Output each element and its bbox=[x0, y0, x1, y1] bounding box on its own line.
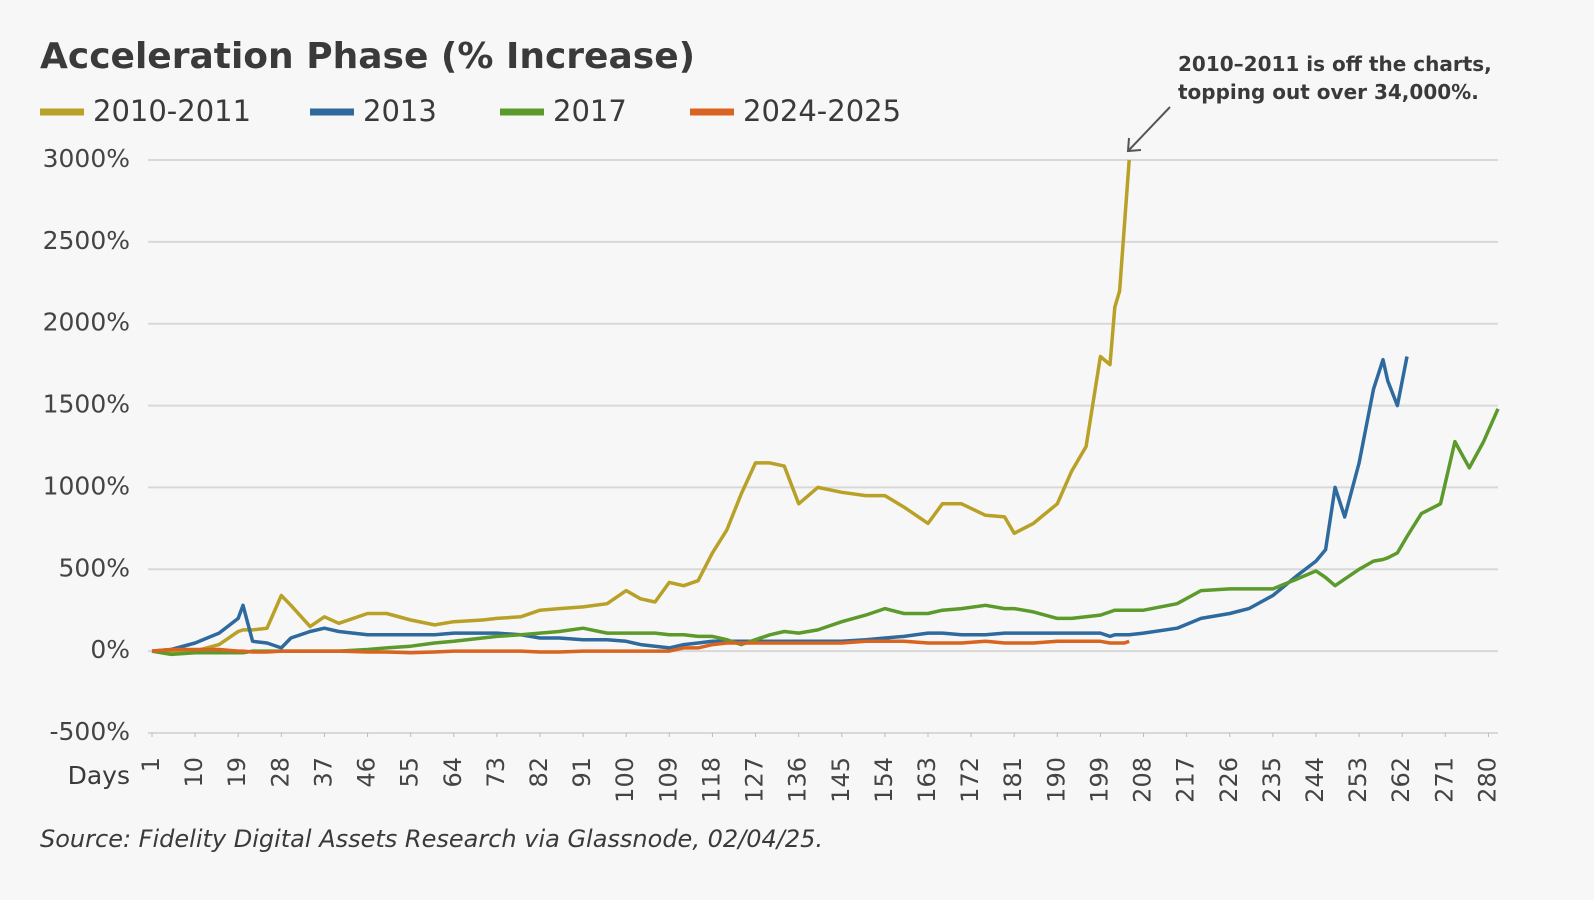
x-tick-label: 262 bbox=[1387, 757, 1415, 803]
x-tick-label: 226 bbox=[1215, 757, 1243, 803]
chart-title: Acceleration Phase (% Increase) bbox=[40, 36, 695, 77]
y-tick-label: 3000% bbox=[43, 144, 130, 173]
x-tick-label: 73 bbox=[482, 757, 510, 788]
x-tick-label: 172 bbox=[956, 757, 984, 803]
y-tick-label: 0% bbox=[90, 635, 130, 664]
y-tick-label: 500% bbox=[59, 553, 130, 582]
x-tick-label: 100 bbox=[611, 757, 639, 803]
x-tick-label: 1 bbox=[137, 757, 165, 772]
x-tick-label: 253 bbox=[1344, 757, 1372, 803]
x-tick-label: 163 bbox=[913, 757, 941, 803]
y-tick-label: 1500% bbox=[43, 390, 130, 419]
legend-label: 2017 bbox=[553, 94, 627, 128]
x-tick-label: 208 bbox=[1129, 757, 1157, 803]
annotation-arrowhead bbox=[1126, 137, 1142, 153]
y-tick-label: -500% bbox=[50, 717, 131, 746]
x-tick-label: 118 bbox=[697, 757, 725, 803]
x-tick-label: 37 bbox=[309, 757, 337, 788]
x-tick-label: 181 bbox=[999, 757, 1027, 803]
x-tick-label: 28 bbox=[266, 757, 294, 788]
x-tick-label: 145 bbox=[827, 757, 855, 803]
x-tick-label: 55 bbox=[396, 757, 424, 788]
y-tick-label: 1000% bbox=[43, 471, 130, 500]
legend: 2010-2011 2013 2017 2024-2025 bbox=[40, 94, 901, 128]
x-tick-label: 244 bbox=[1301, 757, 1329, 803]
x-tick-label: 217 bbox=[1172, 757, 1200, 803]
x-tick-label: 127 bbox=[741, 757, 769, 803]
series-line bbox=[152, 159, 1131, 653]
annotation: 2010–2011 is off the charts, bbox=[1178, 52, 1492, 76]
x-tick-label: 46 bbox=[353, 757, 381, 788]
x-tick-label: 136 bbox=[784, 757, 812, 803]
x-tick-label: 10 bbox=[180, 757, 208, 788]
y-tick-label: 2000% bbox=[43, 308, 130, 337]
y-tick-label: 2500% bbox=[43, 226, 130, 255]
x-tick-label: 109 bbox=[654, 757, 682, 803]
x-tick-label: 91 bbox=[568, 757, 596, 788]
legend-label: 2024-2025 bbox=[743, 94, 901, 128]
x-tick-label: 154 bbox=[870, 757, 898, 803]
x-tick-label: 190 bbox=[1042, 757, 1070, 803]
x-tick-label: 19 bbox=[223, 757, 251, 788]
x-tick-label: 280 bbox=[1473, 757, 1501, 803]
x-tick-label: 82 bbox=[525, 757, 553, 788]
x-tick-label: 271 bbox=[1430, 757, 1458, 803]
legend-label: 2010-2011 bbox=[93, 94, 251, 128]
x-axis-label: Days bbox=[68, 761, 130, 790]
x-tick-label: 199 bbox=[1085, 757, 1113, 803]
annotation: topping out over 34,000%. bbox=[1178, 80, 1479, 104]
series-line bbox=[151, 639, 1130, 655]
source: Source: Fidelity Digital Assets Research… bbox=[40, 825, 823, 853]
annotation-arrow bbox=[1128, 106, 1171, 151]
x-tick-label: 235 bbox=[1258, 757, 1286, 803]
x-tick-label: 64 bbox=[439, 757, 467, 788]
legend-label: 2013 bbox=[363, 94, 437, 128]
series-line bbox=[151, 408, 1500, 657]
